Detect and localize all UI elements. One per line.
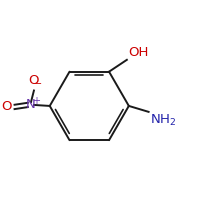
Text: O: O: [2, 100, 12, 113]
Text: NH$_2$: NH$_2$: [150, 113, 176, 128]
Text: +: +: [32, 96, 40, 106]
Text: OH: OH: [128, 46, 148, 59]
Text: N: N: [26, 98, 36, 111]
Text: O: O: [29, 74, 39, 87]
Text: −: −: [34, 79, 42, 89]
